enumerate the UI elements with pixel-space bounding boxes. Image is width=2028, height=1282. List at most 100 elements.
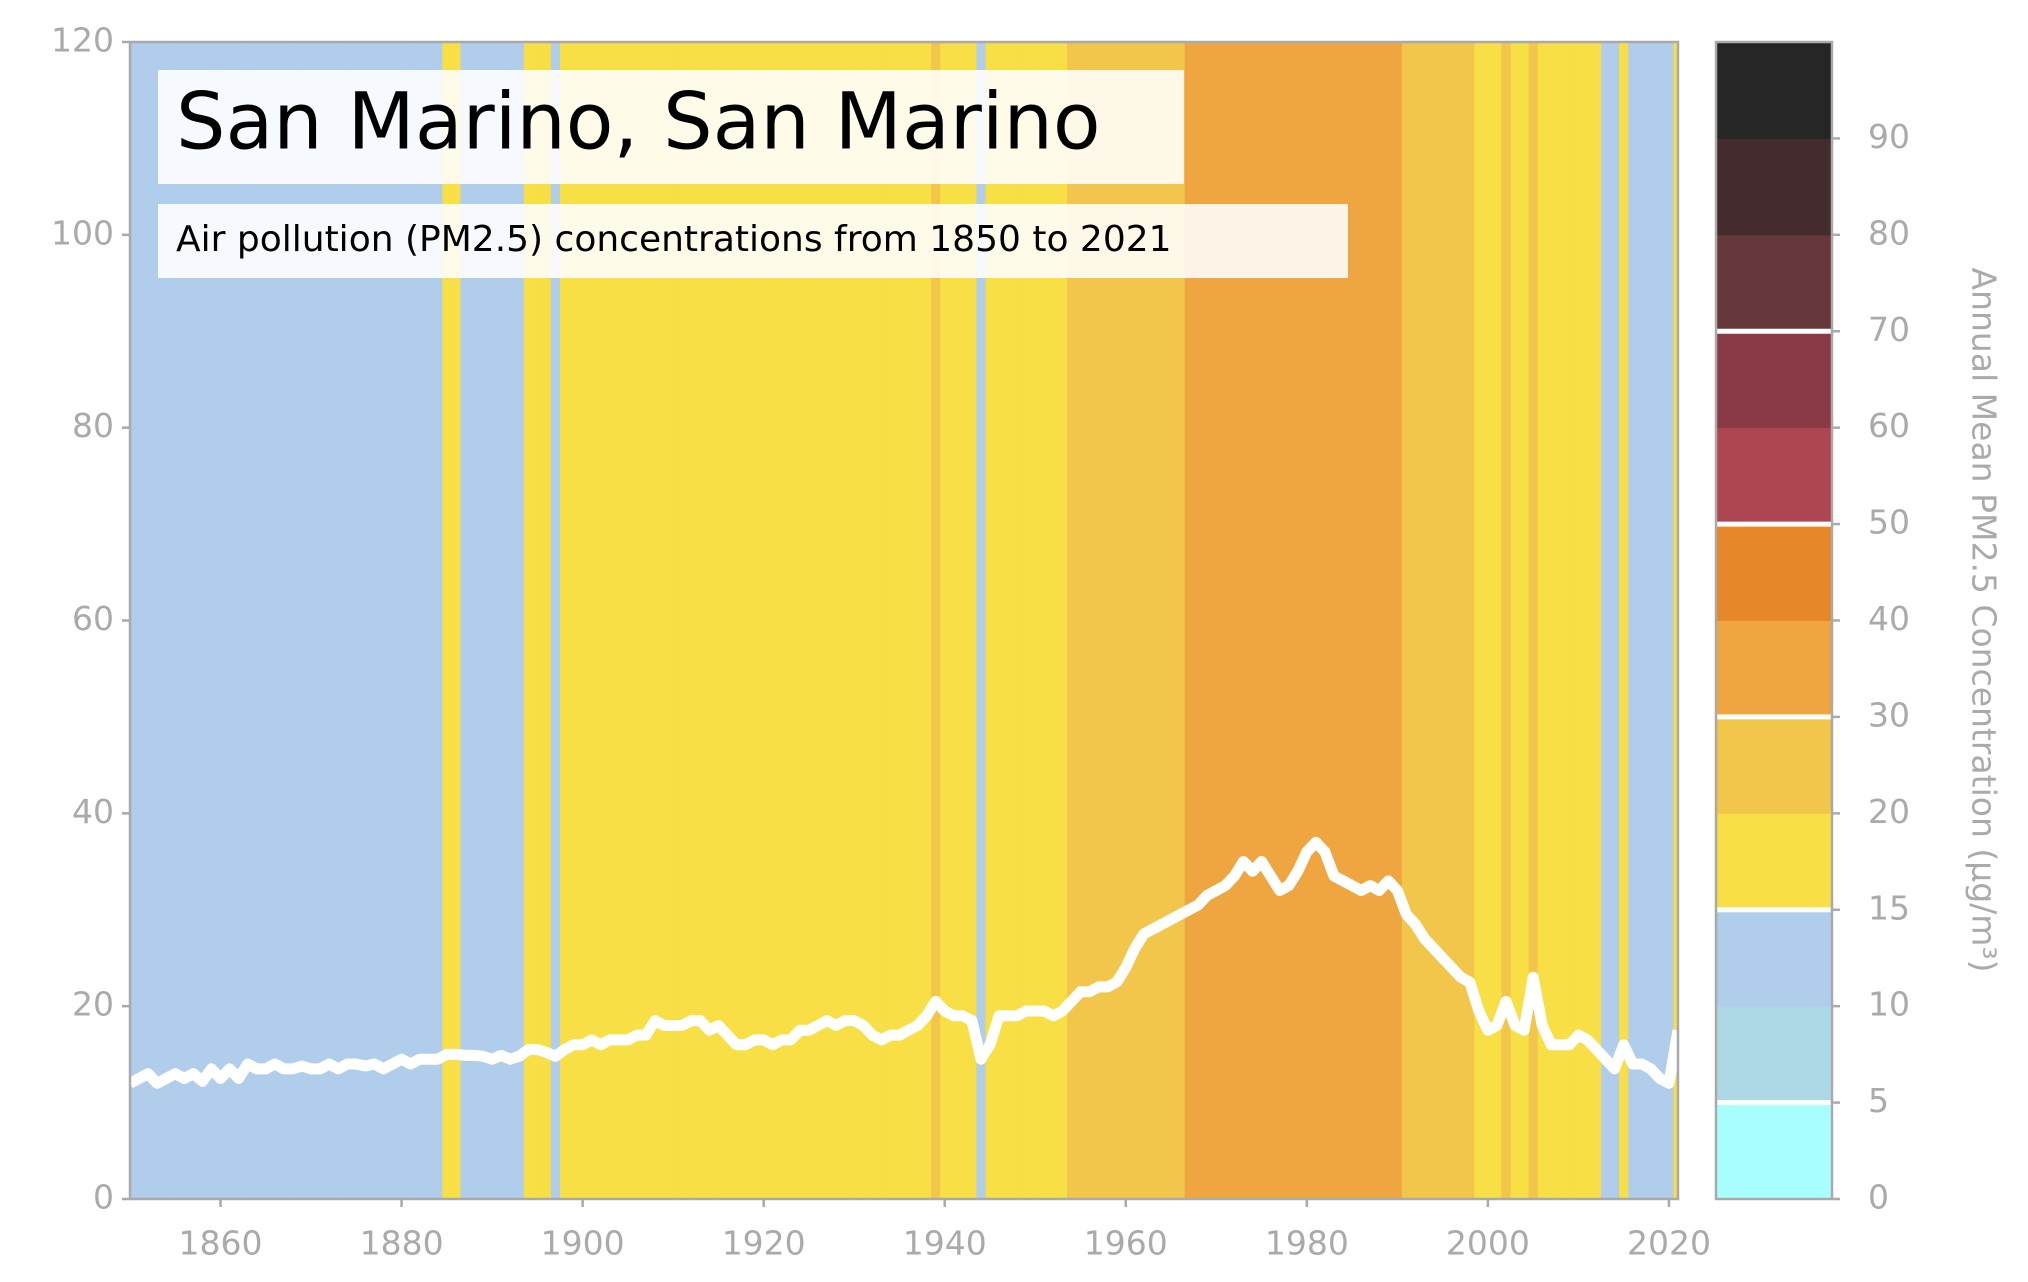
stripe [1673,42,1679,1199]
colorbar-tick-label: 20 [1868,792,1910,831]
stripe [270,42,280,1199]
stripe [1057,42,1068,1199]
colorbar-bin [1716,1102,1832,1200]
stripe [1021,42,1032,1199]
stripe [1248,42,1258,1199]
stripe [614,42,624,1199]
stripe [1592,42,1602,1199]
stripe [342,42,353,1199]
stripe [659,42,670,1199]
y-tick-label: 120 [51,21,114,60]
stripe [130,42,136,1199]
stripe [759,42,769,1199]
colorbar-tick-label: 70 [1868,310,1910,349]
colorbar-bin [1716,620,1832,718]
colorbar-tick-label: 50 [1868,503,1910,542]
stripe [261,42,271,1199]
stripe [976,42,987,1199]
x-tick-label: 2000 [1446,1224,1530,1263]
stripe [1211,42,1222,1199]
stripe [1193,42,1204,1199]
subtitle-box [158,204,1348,278]
stripe [170,42,181,1199]
stripe [1003,42,1014,1199]
stripe [1202,42,1213,1199]
stripe [152,42,163,1199]
stripe [179,42,190,1199]
stripe [1311,42,1322,1199]
stripe [161,42,172,1199]
stripe [469,42,480,1199]
stripe [1537,42,1548,1199]
colorbar-bin [1716,716,1832,814]
stripe [985,42,996,1199]
chart-subtitle: Air pollution (PM2.5) concentrations fro… [176,219,1172,260]
colorbar-bin [1716,138,1832,236]
stripe [1184,42,1195,1199]
stripe [650,42,661,1199]
colorbar-bin [1716,909,1832,1007]
stripe [994,42,1005,1199]
stripe [333,42,344,1199]
stripe [1501,42,1512,1199]
colorbar-tick-label: 10 [1868,985,1910,1024]
stripe [569,42,579,1199]
stripe [550,42,561,1199]
stripe [478,42,489,1199]
stripe [1392,42,1403,1199]
stripe [1429,42,1439,1199]
stripe [1094,42,1104,1199]
stripe [1356,42,1367,1199]
stripe [206,42,217,1199]
stripe [632,42,643,1199]
colorbar-label: Annual Mean PM2.5 Concentration (μg/m³) [1965,267,2004,972]
stripe [1166,42,1177,1199]
stripe [541,42,552,1199]
x-tick-label: 1960 [1084,1224,1168,1263]
stripe [1610,42,1620,1199]
stripe [1601,42,1611,1199]
stripe [143,42,154,1199]
stripe [1637,42,1647,1199]
stripe [1628,42,1638,1199]
stripe [885,42,896,1199]
stripe [1338,42,1349,1199]
stripe [876,42,887,1199]
stripe [1139,42,1150,1199]
stripe [1257,42,1267,1199]
stripe [1157,42,1168,1199]
stripe [1284,42,1294,1199]
stripe [1646,42,1656,1199]
stripe [713,42,724,1199]
stripe [460,42,471,1199]
x-tick-label: 1920 [722,1224,806,1263]
stripe [1474,42,1484,1199]
stripe [677,42,688,1199]
stripe [1374,42,1385,1199]
stripe [949,42,959,1199]
stripe [578,42,588,1199]
stripe [732,42,742,1199]
x-tick-label: 1940 [903,1224,987,1263]
stripe [840,42,851,1199]
stripe [750,42,760,1199]
stripe [704,42,715,1199]
title-box [158,70,1184,184]
stripe [523,42,534,1199]
stripe [1483,42,1494,1199]
stripe [369,42,380,1199]
stripe [1619,42,1629,1199]
stripe [1456,42,1466,1199]
stripe [360,42,371,1199]
stripe [768,42,778,1199]
colorbar-bin [1716,427,1832,525]
stripe [1320,42,1331,1199]
stripe [252,42,262,1199]
y-tick-label: 100 [51,213,114,252]
stripe [831,42,842,1199]
stripe [967,42,978,1199]
stripe [197,42,208,1199]
stripe [433,42,443,1199]
stripe [1347,42,1358,1199]
colorbar-tick-label: 30 [1868,695,1910,734]
